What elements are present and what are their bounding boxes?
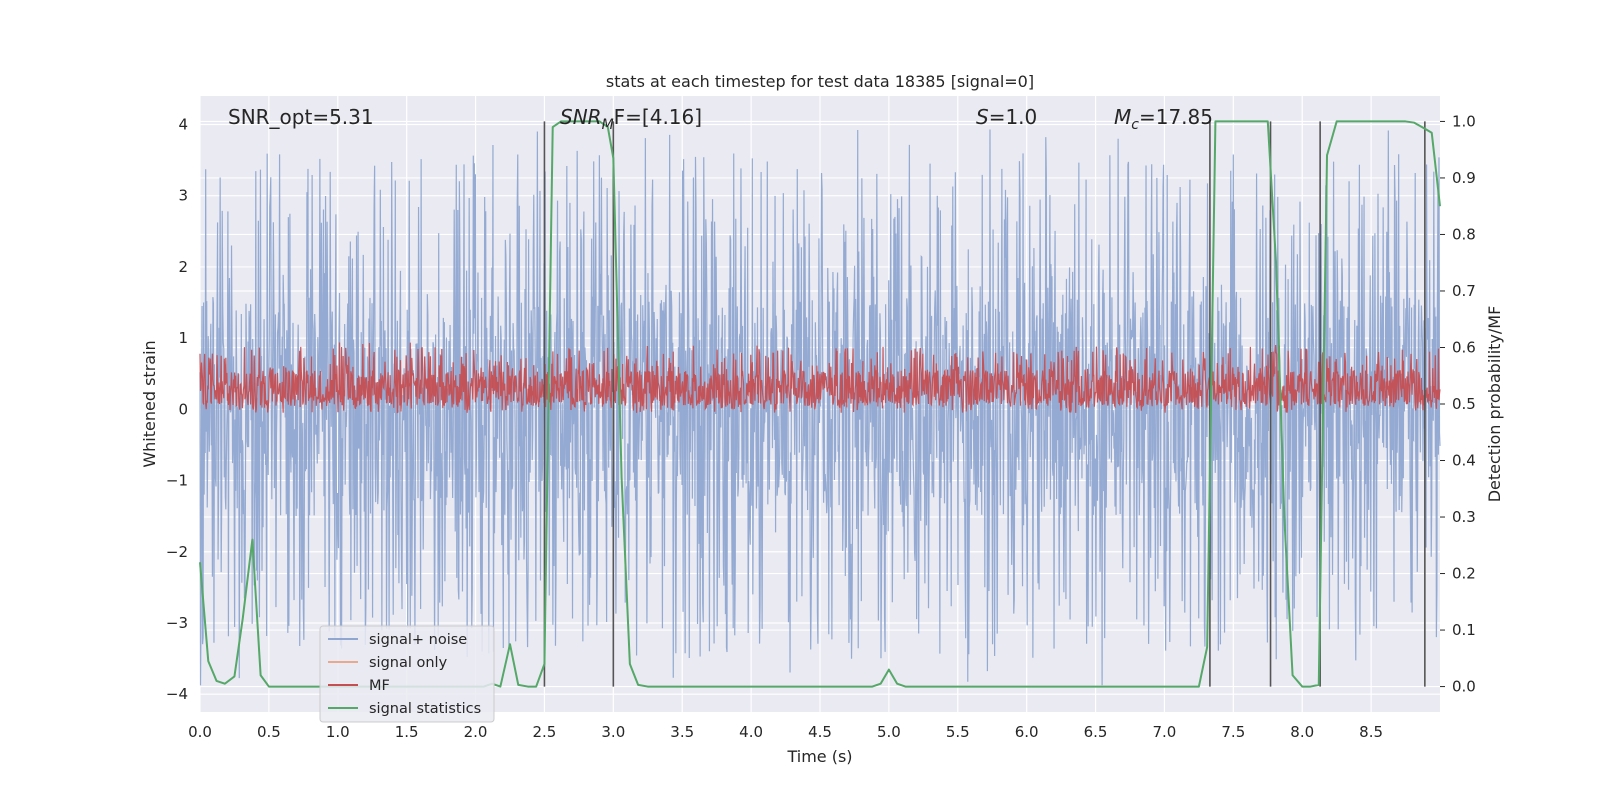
right-y-axis-ticks: 0.0 0.1 0.2 0.3 0.4 0.5 0.6 0.7 0.8 0.9 1.0 xyxy=(1440,112,1476,696)
signal-noise-series xyxy=(199,129,1441,686)
x-axis-ticks: 0.0 0.5 1.0 1.5 2.0 2.5 3.0 3.5 4.0 4.5 5.0 5.5 6.0 6… xyxy=(188,723,1383,741)
signal-noise-trace xyxy=(199,129,1441,686)
x-tick-label: 5.5 xyxy=(946,723,970,741)
left-y-tick-label: −3 xyxy=(166,614,188,632)
right-y-tick-label: 0.7 xyxy=(1452,282,1476,300)
x-axis-label: Time (s) xyxy=(786,747,852,766)
left-y-tick-label: 1 xyxy=(178,329,188,347)
x-tick-label: 6.0 xyxy=(1015,723,1039,741)
x-tick-label: 1.0 xyxy=(326,723,350,741)
annotation-s-main: S xyxy=(976,105,989,129)
annotation-snr-opt: SNR_opt=5.31 xyxy=(228,105,374,129)
x-tick-label: 7.0 xyxy=(1153,723,1177,741)
annotation-s: S=1.0 xyxy=(976,105,1037,129)
mf-series xyxy=(199,342,1441,414)
x-tick-label: 6.5 xyxy=(1084,723,1108,741)
annotation-snr-mf: SNRMF=[4.16] xyxy=(560,105,702,133)
x-tick-label: 2.0 xyxy=(464,723,488,741)
annotation-mc: Mc=17.85 xyxy=(1114,105,1213,133)
legend: signal+ noise signal only MF signal stat… xyxy=(319,625,495,723)
annotation-snr-mf-main: SNR xyxy=(560,105,602,129)
left-y-tick-label: −2 xyxy=(166,543,188,561)
left-y-tick-label: 3 xyxy=(178,187,188,205)
right-y-tick-label: 0.6 xyxy=(1452,338,1476,356)
mf-trace xyxy=(199,342,1441,414)
annotation-snr-mf-rest: F=[4.16] xyxy=(614,105,702,129)
right-y-tick-label: 0.4 xyxy=(1452,452,1476,470)
chart-title: stats at each timestep for test data 183… xyxy=(606,72,1034,91)
right-y-tick-label: 0.2 xyxy=(1452,565,1476,583)
annotation-snr-mf-sub: M xyxy=(602,117,614,133)
x-tick-label: 5.0 xyxy=(877,723,901,741)
x-tick-label: 0.0 xyxy=(188,723,212,741)
x-tick-label: 4.5 xyxy=(808,723,832,741)
x-tick-label: 3.0 xyxy=(601,723,625,741)
right-y-tick-label: 0.5 xyxy=(1452,395,1476,413)
left-y-tick-label: 0 xyxy=(178,400,188,418)
right-y-tick-label: 0.0 xyxy=(1452,678,1476,696)
x-tick-label: 0.5 xyxy=(257,723,281,741)
right-y-tick-label: 0.1 xyxy=(1452,621,1476,639)
annotation-s-rest: =1.0 xyxy=(989,105,1038,129)
left-y-tick-label: −4 xyxy=(166,685,188,703)
legend-label-signal-statistics: signal statistics xyxy=(369,701,481,717)
right-y-tick-label: 0.8 xyxy=(1452,225,1476,243)
left-y-axis-label: Whitened strain xyxy=(140,340,159,467)
x-tick-label: 8.5 xyxy=(1359,723,1383,741)
right-y-tick-label: 0.3 xyxy=(1452,508,1476,526)
legend-label-signal-noise: signal+ noise xyxy=(369,632,467,648)
left-y-tick-label: 2 xyxy=(178,258,188,276)
x-tick-label: 2.5 xyxy=(533,723,557,741)
x-tick-label: 8.0 xyxy=(1290,723,1314,741)
right-y-tick-label: 0.9 xyxy=(1452,169,1476,187)
x-tick-label: 4.0 xyxy=(739,723,763,741)
x-tick-label: 1.5 xyxy=(395,723,419,741)
right-y-axis-label: Detection probability/MF xyxy=(1485,306,1504,503)
legend-box xyxy=(319,625,495,723)
left-y-tick-label: 4 xyxy=(178,115,188,133)
left-y-tick-label: −1 xyxy=(166,472,188,490)
legend-label-mf: MF xyxy=(369,678,390,694)
x-tick-label: 3.5 xyxy=(670,723,694,741)
legend-label-signal-only: signal only xyxy=(369,655,448,671)
left-y-axis-ticks: −4 −3 −2 −1 0 1 2 3 4 xyxy=(166,115,188,703)
x-tick-label: 7.5 xyxy=(1221,723,1245,741)
annotation-mc-rest: =17.85 xyxy=(1139,105,1213,129)
annotation-mc-main: M xyxy=(1114,105,1131,129)
annotation-mc-sub: c xyxy=(1131,117,1139,133)
right-y-tick-label: 1.0 xyxy=(1452,112,1476,130)
